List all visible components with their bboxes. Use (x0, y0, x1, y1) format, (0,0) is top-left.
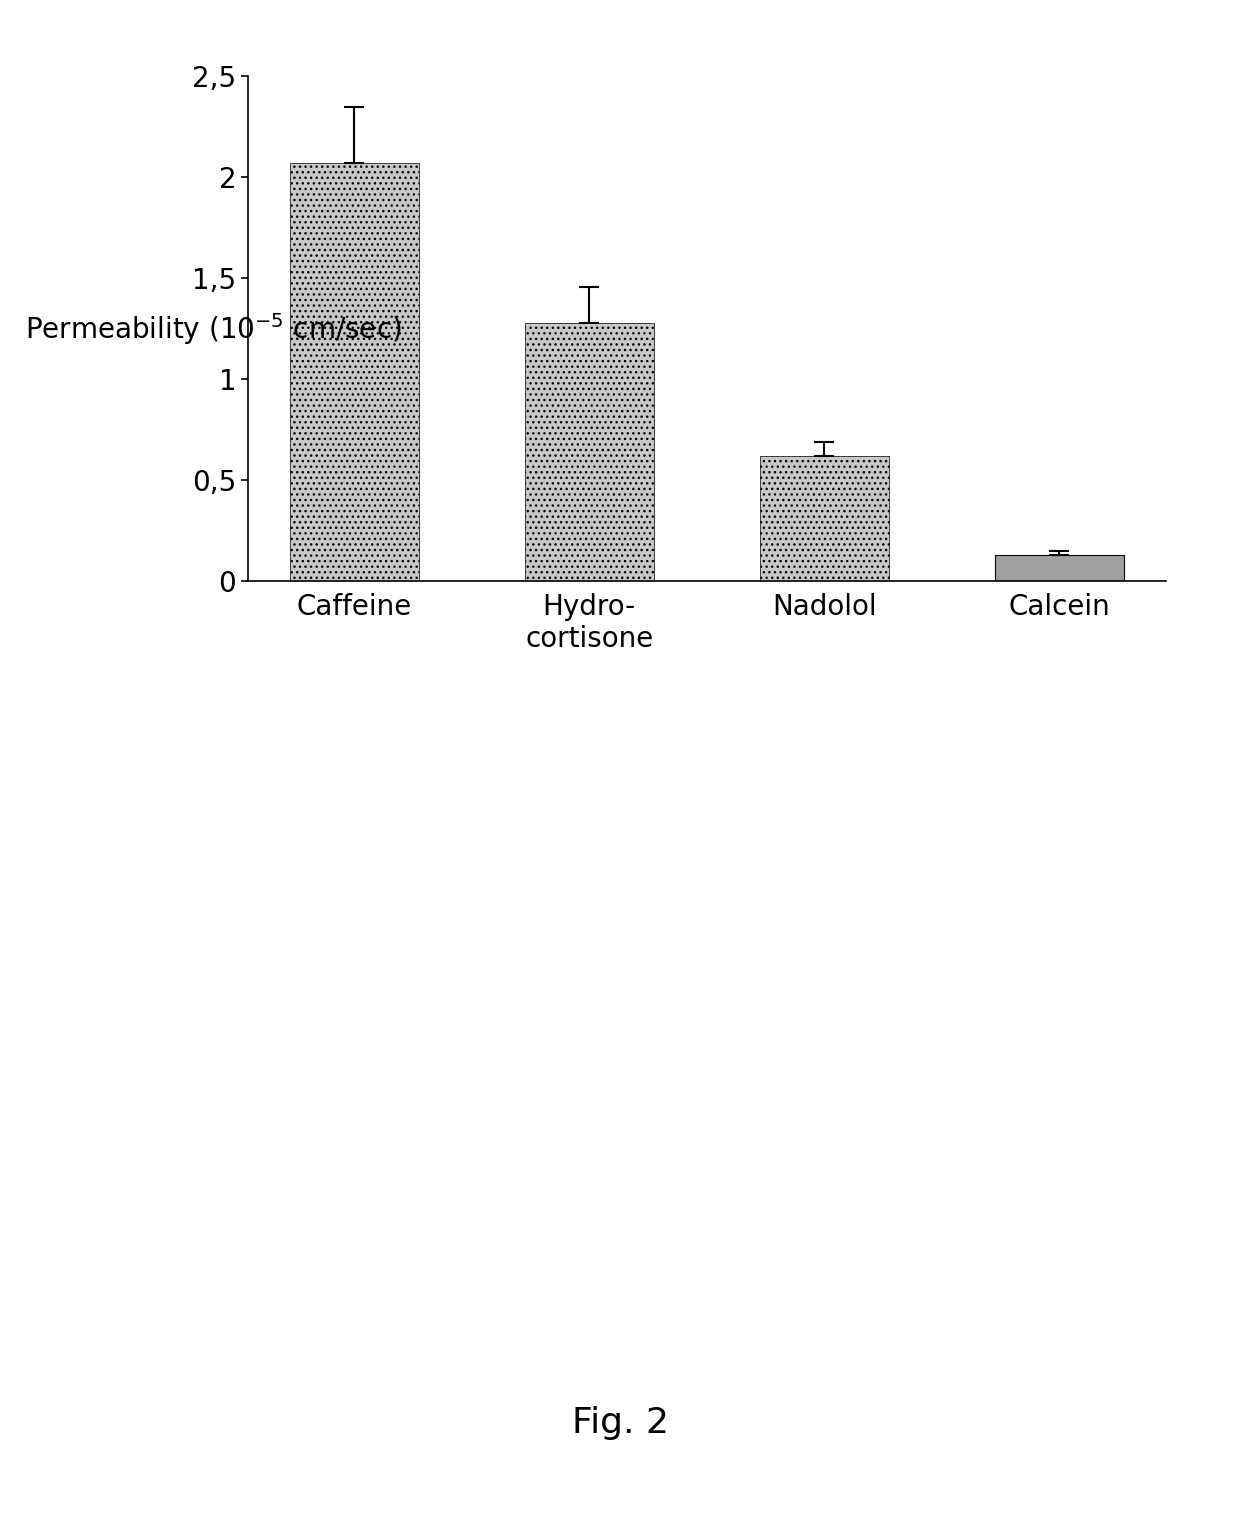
Bar (994, 555, 1123, 581)
Text: Fig. 2: Fig. 2 (572, 1406, 668, 1440)
Text: Permeability (10$^{-5}$ cm/sec): Permeability (10$^{-5}$ cm/sec) (25, 311, 402, 347)
Bar (525, 323, 653, 581)
Bar (760, 456, 889, 581)
Bar (290, 164, 419, 581)
